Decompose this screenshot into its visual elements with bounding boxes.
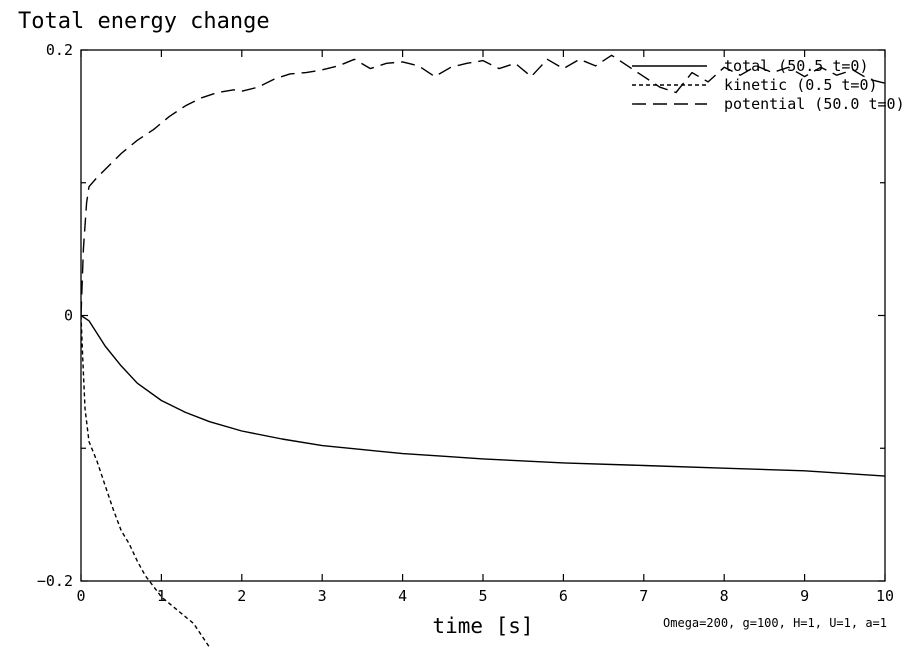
y-tick-label: −0.2 [37, 572, 73, 590]
x-tick-label: 2 [237, 587, 246, 605]
axis-ticks: 0 1 2 3 4 5 6 7 8 9 10−0.200.2 [37, 41, 894, 605]
parameters-annotation: Omega=200, g=100, H=1, U=1, a=1 [663, 616, 887, 630]
x-tick-label: 3 [318, 587, 327, 605]
legend-label-kinetic: kinetic (0.5 t=0) [724, 76, 878, 94]
x-tick-label: 0 [76, 587, 85, 605]
y-tick-label: 0 [64, 307, 73, 325]
x-tick-label: 1 [157, 587, 166, 605]
x-tick-label: 4 [398, 587, 407, 605]
legend: total (50.5 t=0)kinetic (0.5 t=0)potenti… [632, 57, 904, 113]
x-tick-label: 8 [720, 587, 729, 605]
y-tick-label: 0.2 [46, 41, 73, 59]
series-layer [81, 54, 885, 648]
chart-title: Total energy change [18, 9, 270, 34]
legend-label-total: total (50.5 t=0) [724, 57, 869, 75]
series-total-line [81, 314, 885, 477]
x-axis-label: time [s] [432, 614, 533, 638]
series-potential-line [81, 54, 885, 316]
x-tick-label: 6 [559, 587, 568, 605]
series-kinetic-line [81, 315, 211, 648]
plot-frame [80, 49, 886, 582]
x-tick-label: 7 [639, 587, 648, 605]
x-tick-label: 5 [478, 587, 487, 605]
legend-label-potential: potential (50.0 t=0) [724, 95, 904, 113]
x-tick-label: 10 [876, 587, 894, 605]
x-tick-label: 9 [800, 587, 809, 605]
